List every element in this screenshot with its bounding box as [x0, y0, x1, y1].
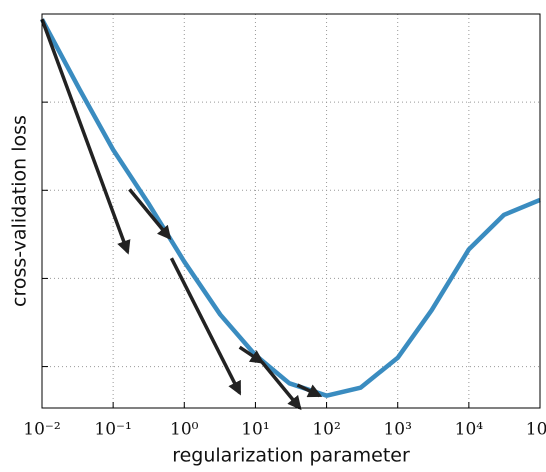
x-tick-label: 10⁵ [526, 420, 546, 440]
x-tick-label: 10⁻² [23, 420, 60, 440]
step-arrow [128, 188, 172, 241]
step-arrow [296, 383, 323, 398]
x-tick-label: 10³ [383, 420, 411, 440]
x-tick-label: 10⁻¹ [94, 420, 131, 440]
x-tick-label: 10² [312, 420, 340, 440]
x-tick-label: 10⁰ [170, 420, 199, 440]
plot-frame [41, 13, 541, 409]
step-arrow [260, 361, 302, 411]
x-tick-label: 10¹ [241, 420, 269, 440]
step-arrow [40, 18, 131, 255]
x-axis-label: regularization parameter [172, 445, 410, 467]
y-axis-label: cross-validation loss [9, 115, 31, 307]
curve [40, 18, 541, 398]
x-tick-label: 10⁴ [455, 420, 484, 440]
step-arrow [169, 257, 242, 396]
step-arrow [238, 345, 265, 364]
